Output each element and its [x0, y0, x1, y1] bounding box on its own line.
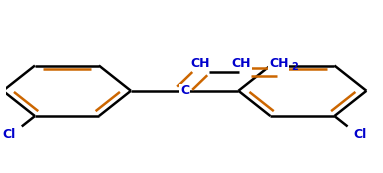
Text: CH: CH [231, 57, 251, 70]
Text: C: C [180, 84, 189, 97]
Text: Cl: Cl [353, 128, 367, 141]
Text: Cl: Cl [3, 128, 16, 141]
Text: 2: 2 [291, 62, 298, 72]
Text: CH: CH [269, 57, 288, 70]
Text: CH: CH [190, 57, 210, 70]
